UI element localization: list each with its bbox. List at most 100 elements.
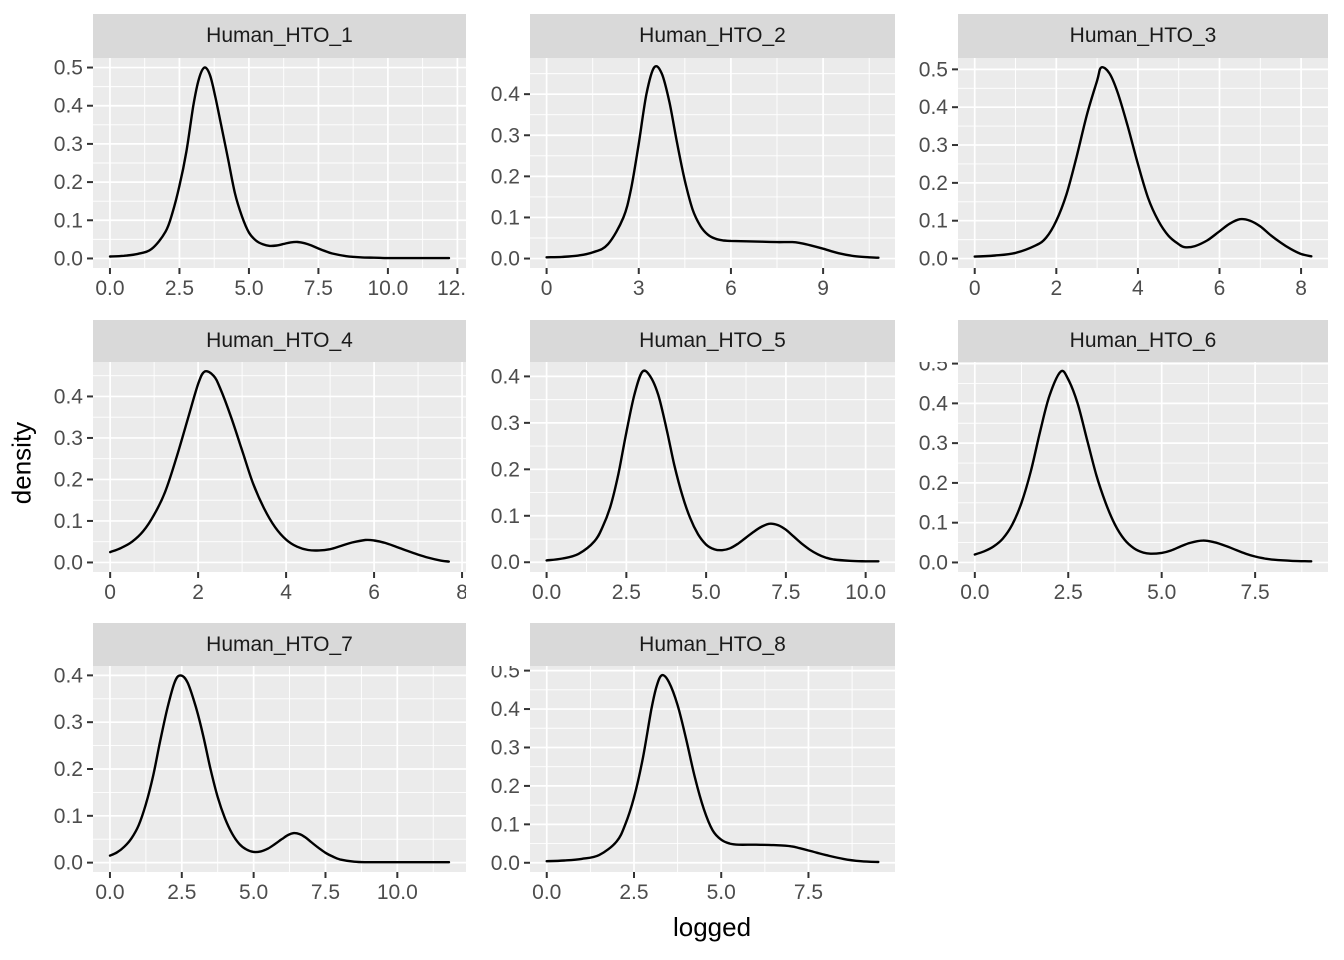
x-tick-label: 10.0	[377, 881, 418, 904]
panel-background	[530, 666, 895, 872]
x-tick-label: 6	[1214, 277, 1226, 300]
facet-human-hto-1: Human_HTO_1 0.02.55.07.510.012.50.00.10.…	[30, 14, 466, 300]
y-tick-label: 0.2	[919, 472, 948, 495]
x-tick-label: 5.0	[707, 881, 736, 904]
x-tick-label: 7.5	[771, 581, 800, 604]
x-tick-label: 3	[633, 277, 645, 300]
x-tick-label: 7.5	[311, 881, 340, 904]
facet-title: Human_HTO_2	[639, 24, 786, 47]
density-plot-svg: 0 2 4 6 8 0.0 0.1 0.2 0.3 0.4	[54, 362, 466, 604]
facet-human-hto-2: Human_HTO_2 0 3 6 9 0.0 0.1 0.2 0.3 0.4	[467, 14, 895, 300]
y-tick-label: 0.1	[491, 206, 520, 229]
y-tick-label: 0.3	[491, 736, 520, 759]
y-tick-label: 0.0	[491, 551, 520, 574]
panel-background	[93, 362, 466, 572]
x-tick-label: 0.0	[532, 581, 561, 604]
density-curve	[108, 66, 451, 260]
x-tick-label: 6	[368, 581, 380, 604]
density-plot-svg: 0.0 2.5 5.0 7.5 0.0 0.1 0.2 0.3 0.4 0.5	[919, 362, 1328, 604]
x-tick-label: 7.5	[1241, 581, 1270, 604]
panel-background	[530, 362, 895, 572]
y-tick-label: 0.5	[919, 58, 948, 81]
y-tick-label: 0.0	[54, 551, 83, 574]
y-tick-label: 0.4	[919, 392, 949, 415]
x-tick-label: 0	[104, 581, 116, 604]
y-tick-label: 0.3	[919, 432, 948, 455]
y-tick-label: 0.0	[919, 551, 948, 574]
y-tick-label: 0.4	[491, 698, 521, 721]
y-tick-label: 0.3	[54, 133, 83, 156]
facet-title: Human_HTO_6	[1069, 329, 1217, 352]
y-tick-label: 0.4	[54, 666, 84, 687]
facet-human-hto-6: Human_HTO_6 0.0 2.5 5.0 7.5 0.0 0.1 0.2 0.3 0.4 0…	[895, 320, 1328, 604]
x-tick-label: 2.5	[1054, 581, 1083, 604]
density-plot-svg: 0.0 2.5 5.0 7.5 10.0 0.0 0.1 0.2 0.3 0.4	[491, 362, 895, 604]
y-tick-label: 0.2	[54, 468, 83, 491]
x-tick-label: 0	[969, 277, 981, 300]
density-curve	[973, 369, 1313, 563]
density-plot-svg: 0.0 2.5 5.0 7.5 10.0 0.0 0.1 0.2 0.3 0.4	[54, 666, 466, 904]
y-tick-label: 0.0	[491, 852, 520, 875]
facet-strip: Human_HTO_6	[958, 320, 1328, 362]
x-axis-title: logged	[672, 912, 752, 942]
x-tick-label: 0.0	[960, 581, 989, 604]
y-tick-label: 0.2	[491, 775, 520, 798]
density-curve	[108, 674, 451, 864]
density-plot-svg: 0 2 4 6 8 0.0 0.1 0.2 0.3 0.4 0.5	[919, 58, 1328, 300]
y-tick-label: 0.2	[491, 165, 520, 188]
density-curve	[109, 369, 450, 563]
y-tick-label: 0.3	[491, 124, 520, 147]
x-tick-label: 8	[456, 581, 466, 604]
facet-human-hto-4: Human_HTO_4 0 2 4 6 8 0.0 0.1 0.2 0.3 0.4	[30, 320, 466, 604]
x-tick-label: 0	[541, 277, 553, 300]
facet-title: Human_HTO_5	[639, 329, 786, 352]
density-plot-svg: 0 3 6 9 0.0 0.1 0.2 0.3 0.4	[491, 58, 895, 300]
x-tick-label: 4	[280, 581, 292, 604]
facet-strip: Human_HTO_8	[530, 623, 895, 666]
y-tick-label: 0.2	[54, 171, 83, 194]
y-tick-label: 0.5	[491, 666, 520, 683]
x-tick-label: 10.0	[845, 581, 886, 604]
y-tick-label: 0.1	[54, 805, 83, 828]
x-tick-label: 2.5	[165, 277, 194, 300]
y-tick-label: 0.1	[491, 505, 520, 528]
facet-human-hto-8: Human_HTO_8 0.0 2.5 5.0 7.5 0.0 0.1 0.2 0.3 0.4 0…	[467, 623, 895, 904]
y-tick-label: 0.5	[919, 362, 948, 376]
x-tick-label: 6	[725, 277, 737, 300]
y-tick-label: 0.4	[54, 385, 84, 408]
x-tick-label: 2.5	[619, 881, 648, 904]
facet-title: Human_HTO_7	[206, 632, 353, 656]
x-tick-label: 12.5	[437, 277, 466, 300]
y-tick-label: 0.1	[54, 510, 83, 533]
x-tick-label: 10.0	[367, 277, 408, 300]
facet-strip: Human_HTO_5	[530, 320, 895, 362]
y-tick-label: 0.0	[491, 248, 520, 271]
y-tick-label: 0.4	[54, 95, 84, 118]
facet-title: Human_HTO_3	[1069, 24, 1217, 47]
x-tick-label: 5.0	[692, 581, 721, 604]
x-tick-label: 2	[1050, 277, 1062, 300]
y-tick-label: 0.1	[919, 512, 948, 535]
facet-title: Human_HTO_4	[206, 329, 353, 352]
facet-strip: Human_HTO_4	[93, 320, 466, 362]
facet-title: Human_HTO_1	[206, 24, 353, 47]
y-tick-label: 0.4	[919, 96, 949, 119]
density-curve	[973, 66, 1313, 258]
x-tick-label: 0.0	[95, 277, 124, 300]
facet-strip: Human_HTO_3	[958, 14, 1328, 58]
density-curve	[545, 673, 880, 864]
y-tick-label: 0.1	[54, 209, 83, 232]
panel-background	[958, 362, 1328, 572]
y-tick-label: 0.1	[491, 813, 520, 836]
facet-title: Human_HTO_8	[639, 632, 786, 656]
y-tick-label: 0.3	[491, 412, 520, 435]
facet-strip: Human_HTO_2	[530, 14, 895, 58]
x-tick-label: 9	[817, 277, 829, 300]
y-tick-label: 0.0	[54, 247, 83, 270]
facet-human-hto-5: Human_HTO_5 0.0 2.5 5.0 7.5 10.0 0.0 0.1 0.2 0.3…	[467, 320, 895, 604]
y-tick-label: 0.2	[491, 458, 520, 481]
y-tick-label: 0.3	[54, 427, 83, 450]
x-tick-label: 7.5	[794, 881, 823, 904]
x-tick-label: 5.0	[239, 881, 268, 904]
